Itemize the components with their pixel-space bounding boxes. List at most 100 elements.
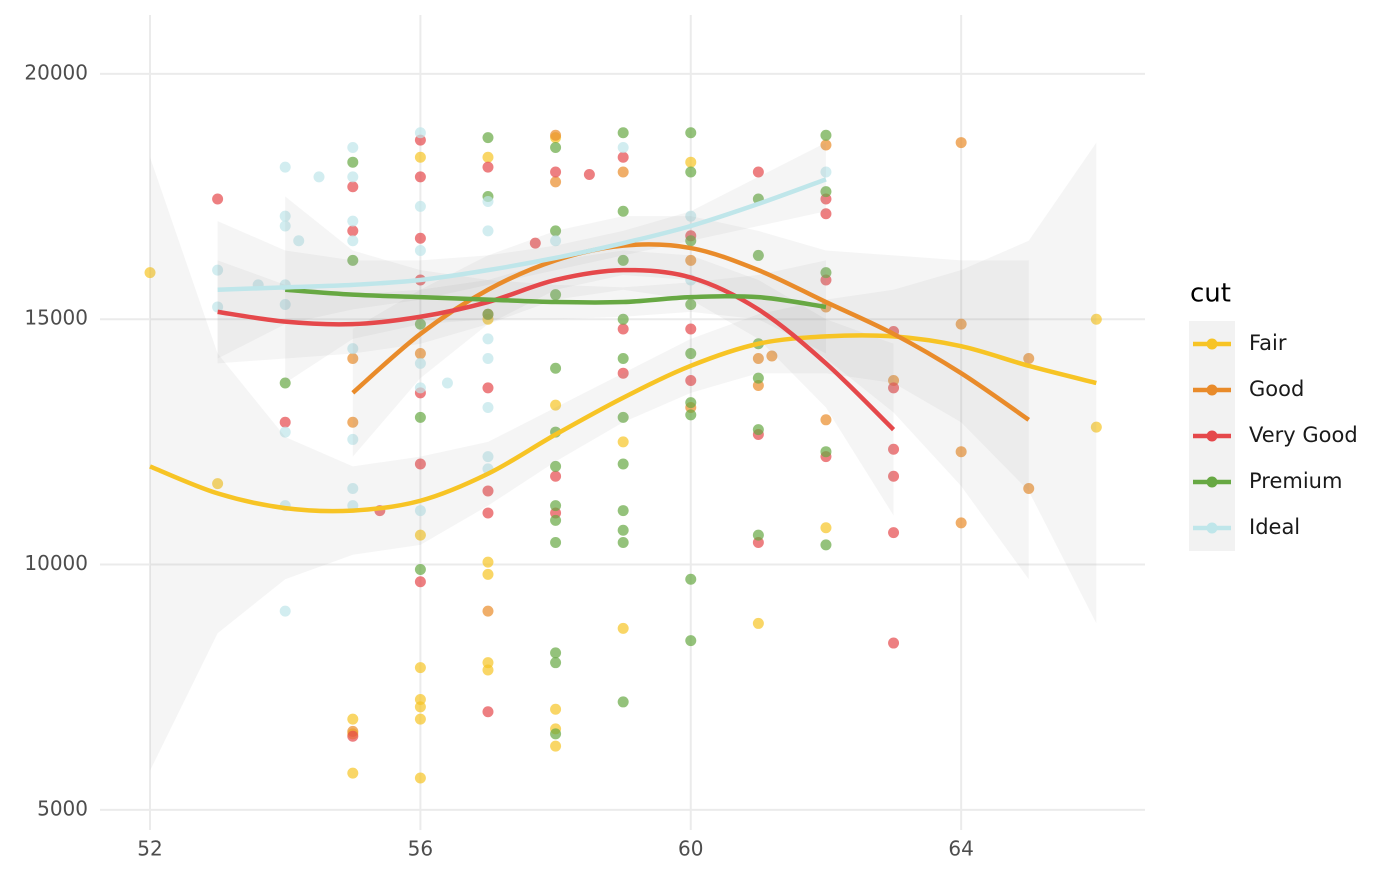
- fit-line: [285, 287, 827, 310]
- point: [414, 382, 426, 394]
- point: [347, 181, 359, 193]
- point: [752, 166, 764, 178]
- point: [482, 507, 494, 519]
- point: [347, 352, 359, 364]
- point: [347, 433, 359, 445]
- point: [888, 470, 900, 482]
- point: [414, 151, 426, 163]
- point: [685, 375, 697, 387]
- point: [482, 151, 494, 163]
- point: [820, 186, 832, 198]
- point: [414, 505, 426, 517]
- point: [617, 352, 629, 364]
- y-tick-label: 5000: [37, 796, 88, 820]
- y-tick-label: 15000: [24, 306, 88, 330]
- point: [955, 318, 967, 330]
- point: [685, 156, 697, 168]
- point: [347, 343, 359, 355]
- point: [820, 414, 832, 426]
- point: [414, 576, 426, 588]
- point: [414, 245, 426, 257]
- point: [550, 514, 562, 526]
- legend-key-point: [1206, 430, 1218, 442]
- point: [820, 522, 832, 534]
- point: [617, 436, 629, 448]
- point: [550, 362, 562, 374]
- legend-label: Very Good: [1249, 423, 1358, 447]
- point: [1090, 421, 1102, 433]
- fit-line: [149, 333, 1097, 514]
- point: [279, 377, 291, 389]
- point: [888, 443, 900, 455]
- point: [279, 416, 291, 428]
- point: [888, 527, 900, 539]
- point: [583, 168, 595, 180]
- legend-label: Premium: [1249, 469, 1342, 493]
- point: [482, 664, 494, 676]
- point: [347, 171, 359, 183]
- point: [212, 264, 224, 276]
- point: [550, 129, 562, 141]
- fit-line: [351, 242, 1031, 422]
- point: [1090, 313, 1102, 325]
- confidence-band: [217, 250, 894, 516]
- point: [482, 451, 494, 463]
- point: [279, 161, 291, 173]
- point: [955, 446, 967, 458]
- point: [144, 267, 156, 279]
- legend-label: Good: [1249, 377, 1304, 401]
- legend-key-point: [1206, 476, 1218, 488]
- point: [279, 605, 291, 617]
- point: [550, 657, 562, 669]
- point: [482, 485, 494, 497]
- point: [347, 482, 359, 494]
- point: [550, 289, 562, 301]
- point: [414, 701, 426, 713]
- point: [414, 200, 426, 212]
- point: [347, 235, 359, 247]
- point: [550, 500, 562, 512]
- point: [820, 539, 832, 551]
- point: [820, 446, 832, 458]
- point: [414, 348, 426, 360]
- point: [820, 139, 832, 151]
- point: [888, 637, 900, 649]
- legend-label: Ideal: [1249, 515, 1300, 539]
- point: [279, 210, 291, 222]
- point: [766, 350, 778, 362]
- point: [212, 301, 224, 313]
- point: [617, 141, 629, 153]
- point: [685, 210, 697, 222]
- point: [550, 460, 562, 472]
- point: [482, 132, 494, 144]
- point: [414, 458, 426, 470]
- confidence-band: [285, 196, 826, 384]
- point: [482, 195, 494, 207]
- point: [617, 166, 629, 178]
- point: [482, 161, 494, 173]
- point: [752, 617, 764, 629]
- legend-label: Fair: [1249, 331, 1287, 355]
- point: [752, 424, 764, 436]
- point: [550, 399, 562, 411]
- point: [617, 323, 629, 335]
- x-tick-label: 56: [408, 837, 433, 861]
- point: [617, 505, 629, 517]
- point: [414, 772, 426, 784]
- point: [685, 254, 697, 266]
- point: [550, 740, 562, 752]
- point: [685, 235, 697, 247]
- point: [347, 156, 359, 168]
- point: [617, 622, 629, 634]
- point: [685, 635, 697, 647]
- point: [529, 237, 541, 249]
- legend-title: cut: [1190, 279, 1231, 309]
- point: [550, 703, 562, 715]
- point: [482, 352, 494, 364]
- point: [752, 529, 764, 541]
- point: [752, 372, 764, 384]
- point: [482, 568, 494, 580]
- point: [550, 647, 562, 659]
- x-tick-label: 52: [137, 837, 162, 861]
